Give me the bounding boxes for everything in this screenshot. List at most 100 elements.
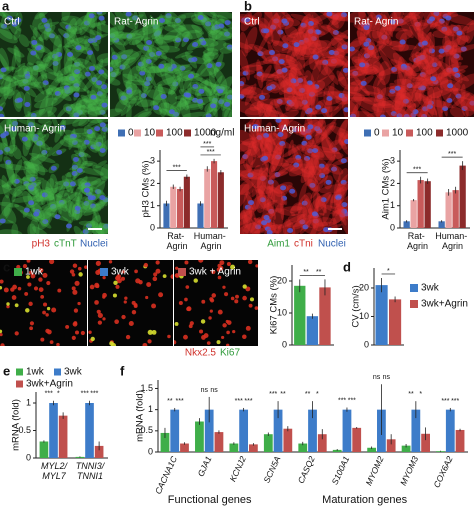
fiber xyxy=(13,79,30,87)
nucleus xyxy=(230,264,236,270)
fiber xyxy=(265,109,290,117)
nucleus xyxy=(452,26,459,32)
nucleus xyxy=(259,175,266,181)
sig-label: * xyxy=(387,268,390,275)
nucleus xyxy=(147,329,153,335)
fiber xyxy=(247,13,272,33)
nucleus xyxy=(309,182,316,188)
fiber xyxy=(263,133,273,163)
nucleus xyxy=(113,280,118,286)
fiber xyxy=(240,101,262,116)
panel-label: d xyxy=(343,259,351,274)
fiber xyxy=(240,184,254,196)
nucleus xyxy=(0,332,3,337)
sig-label: *** xyxy=(176,398,184,405)
nucleus xyxy=(63,181,70,187)
fiber xyxy=(122,29,139,47)
fiber xyxy=(365,12,381,25)
nucleus xyxy=(200,40,207,46)
fiber xyxy=(240,210,248,229)
nucleus xyxy=(77,301,81,306)
fiber xyxy=(267,186,283,195)
fiber xyxy=(68,128,76,150)
fiber xyxy=(168,64,191,73)
nucleus xyxy=(88,13,95,19)
fiber xyxy=(412,66,440,82)
fiber xyxy=(270,140,283,173)
micrograph-bg xyxy=(174,260,258,346)
nucleus xyxy=(100,84,107,90)
fiber xyxy=(30,156,46,176)
nucleus xyxy=(174,18,181,24)
fiber xyxy=(152,92,164,106)
fiber xyxy=(313,124,334,148)
nucleus xyxy=(96,91,103,97)
fiber xyxy=(309,12,339,21)
fiber xyxy=(244,83,257,106)
nucleus xyxy=(71,164,78,170)
fiber xyxy=(14,181,41,191)
sig-label: *** xyxy=(448,151,456,158)
fiber xyxy=(69,27,77,39)
fiber xyxy=(87,129,99,151)
fiber xyxy=(114,12,137,30)
fiber xyxy=(402,12,424,22)
fiber xyxy=(380,12,392,36)
fiber xyxy=(91,223,108,234)
nucleus xyxy=(293,42,300,48)
nucleus xyxy=(394,85,401,91)
nucleus xyxy=(6,15,13,21)
legend-label: 1wk xyxy=(25,267,44,278)
fiber xyxy=(133,12,139,30)
y-tick-label: 1.5 xyxy=(140,383,153,393)
nucleus xyxy=(112,293,117,298)
fiber xyxy=(113,57,137,68)
sig-label: ** xyxy=(305,391,311,398)
sig-label: *** xyxy=(413,167,421,174)
fiber xyxy=(323,154,336,172)
fiber xyxy=(74,175,88,198)
sig-label: *** xyxy=(269,391,277,398)
nucleus xyxy=(363,41,370,47)
fiber xyxy=(9,187,24,197)
fiber xyxy=(143,43,168,60)
fiber xyxy=(299,43,311,56)
nucleus xyxy=(23,207,30,213)
fiber xyxy=(32,26,38,40)
fiber xyxy=(263,104,279,117)
micrograph xyxy=(240,12,348,117)
nucleus xyxy=(56,149,63,155)
nucleus xyxy=(113,37,120,43)
nucleus xyxy=(315,104,322,110)
fiber xyxy=(203,48,219,57)
nucleus xyxy=(360,80,367,86)
fiber xyxy=(68,24,80,50)
nucleus xyxy=(51,307,57,313)
fiber xyxy=(297,206,308,225)
nucleus xyxy=(0,67,7,73)
fiber xyxy=(62,80,82,99)
bar xyxy=(283,428,293,452)
nucleus xyxy=(280,185,287,191)
legend-swatch xyxy=(382,129,389,137)
x-tick-label: GJA1 xyxy=(195,454,213,478)
fiber xyxy=(415,56,434,87)
fiber xyxy=(304,20,323,52)
nucleus xyxy=(179,65,186,71)
nucleus xyxy=(120,276,126,281)
nucleus xyxy=(210,103,217,109)
bar xyxy=(452,190,459,228)
fiber xyxy=(31,140,42,161)
fiber xyxy=(329,125,348,143)
y-tick-label: 0.5 xyxy=(18,425,31,435)
fiber xyxy=(240,164,252,177)
nucleus xyxy=(222,285,226,289)
nucleus xyxy=(287,228,294,234)
nucleus xyxy=(340,158,347,164)
fiber xyxy=(9,120,16,148)
fiber xyxy=(131,30,146,46)
nucleus xyxy=(333,50,340,56)
nucleus xyxy=(376,94,383,100)
fiber xyxy=(49,173,58,193)
legend-label: 3wk + Agrin xyxy=(189,267,241,278)
